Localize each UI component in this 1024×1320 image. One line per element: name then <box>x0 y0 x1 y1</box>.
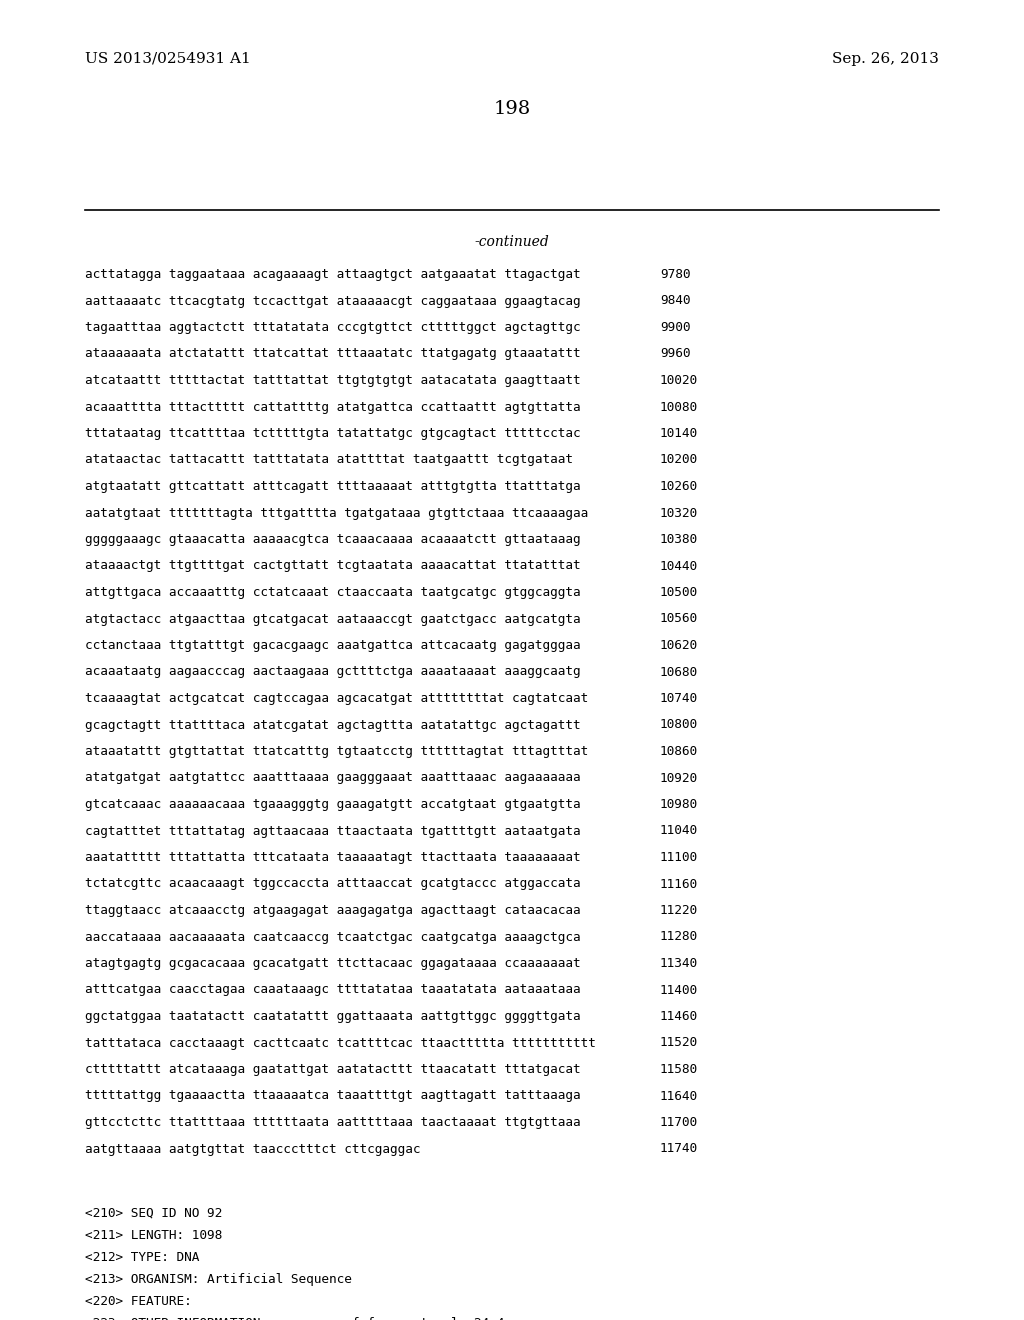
Text: acttatagga taggaataaa acagaaaagt attaagtgct aatgaaatat ttagactgat: acttatagga taggaataaa acagaaaagt attaagt… <box>85 268 581 281</box>
Text: <210> SEQ ID NO 92: <210> SEQ ID NO 92 <box>85 1206 222 1220</box>
Text: 10440: 10440 <box>660 560 698 573</box>
Text: 10320: 10320 <box>660 507 698 520</box>
Text: aatatgtaat tttttttagta tttgatttta tgatgataaa gtgttctaaa ttcaaaagaa: aatatgtaat tttttttagta tttgatttta tgatga… <box>85 507 588 520</box>
Text: 9900: 9900 <box>660 321 690 334</box>
Text: gtcatcaaac aaaaaacaaa tgaaagggtg gaaagatgtt accatgtaat gtgaatgtta: gtcatcaaac aaaaaacaaa tgaaagggtg gaaagat… <box>85 799 581 810</box>
Text: cagtatttet tttattatag agttaacaaa ttaactaata tgattttgtt aataatgata: cagtatttet tttattatag agttaacaaa ttaacta… <box>85 825 581 837</box>
Text: 11740: 11740 <box>660 1143 698 1155</box>
Text: tatttataca cacctaaagt cacttcaatc tcattttcac ttaacttttta ttttttttttt: tatttataca cacctaaagt cacttcaatc tcatttt… <box>85 1036 596 1049</box>
Text: tctatcgttc acaacaaagt tggccaccta atttaaccat gcatgtaccc atggaccata: tctatcgttc acaacaaagt tggccaccta atttaac… <box>85 878 581 891</box>
Text: 10200: 10200 <box>660 454 698 466</box>
Text: 198: 198 <box>494 100 530 117</box>
Text: attgttgaca accaaatttg cctatcaaat ctaaccaata taatgcatgc gtggcaggta: attgttgaca accaaatttg cctatcaaat ctaacca… <box>85 586 581 599</box>
Text: 11640: 11640 <box>660 1089 698 1102</box>
Text: gttcctcttc ttattttaaa ttttttaata aatttttaaa taactaaaat ttgtgttaaa: gttcctcttc ttattttaaa ttttttaata aattttt… <box>85 1115 581 1129</box>
Text: ataaatattt gtgttattat ttatcatttg tgtaatcctg ttttttagtat tttagtttat: ataaatattt gtgttattat ttatcatttg tgtaatc… <box>85 744 588 758</box>
Text: 10560: 10560 <box>660 612 698 626</box>
Text: 10380: 10380 <box>660 533 698 546</box>
Text: <212> TYPE: DNA: <212> TYPE: DNA <box>85 1251 200 1265</box>
Text: 11400: 11400 <box>660 983 698 997</box>
Text: 11220: 11220 <box>660 904 698 917</box>
Text: aaccataaaa aacaaaaata caatcaaccg tcaatctgac caatgcatga aaaagctgca: aaccataaaa aacaaaaata caatcaaccg tcaatct… <box>85 931 581 944</box>
Text: 11280: 11280 <box>660 931 698 944</box>
Text: 11040: 11040 <box>660 825 698 837</box>
Text: Sep. 26, 2013: Sep. 26, 2013 <box>833 51 939 66</box>
Text: <211> LENGTH: 1098: <211> LENGTH: 1098 <box>85 1229 222 1242</box>
Text: tagaatttaa aggtactctt tttatatata cccgtgttct ctttttggct agctagttgc: tagaatttaa aggtactctt tttatatata cccgtgt… <box>85 321 581 334</box>
Text: 10020: 10020 <box>660 374 698 387</box>
Text: 11340: 11340 <box>660 957 698 970</box>
Text: cctanctaaa ttgtatttgt gacacgaagc aaatgattca attcacaatg gagatgggaa: cctanctaaa ttgtatttgt gacacgaagc aaatgat… <box>85 639 581 652</box>
Text: 10740: 10740 <box>660 692 698 705</box>
Text: 11460: 11460 <box>660 1010 698 1023</box>
Text: aatgttaaaa aatgtgttat taaccctttct cttcgaggac: aatgttaaaa aatgtgttat taaccctttct cttcga… <box>85 1143 421 1155</box>
Text: ataaaactgt ttgttttgat cactgttatt tcgtaatata aaaacattat ttatatttat: ataaaactgt ttgttttgat cactgttatt tcgtaat… <box>85 560 581 573</box>
Text: 10260: 10260 <box>660 480 698 492</box>
Text: ggctatggaa taatatactt caatatattt ggattaaata aattgttggc ggggttgata: ggctatggaa taatatactt caatatattt ggattaa… <box>85 1010 581 1023</box>
Text: gggggaaagc gtaaacatta aaaaacgtca tcaaacaaaa acaaaatctt gttaataaag: gggggaaagc gtaaacatta aaaaacgtca tcaaaca… <box>85 533 581 546</box>
Text: tttttattgg tgaaaactta ttaaaaatca taaattttgt aagttagatt tatttaaaga: tttttattgg tgaaaactta ttaaaaatca taaattt… <box>85 1089 581 1102</box>
Text: ctttttattt atcataaaga gaatattgat aatatacttt ttaacatatt tttatgacat: ctttttattt atcataaaga gaatattgat aatatac… <box>85 1063 581 1076</box>
Text: ataaaaaata atctatattt ttatcattat tttaaatatc ttatgagatg gtaaatattt: ataaaaaata atctatattt ttatcattat tttaaat… <box>85 347 581 360</box>
Text: 9780: 9780 <box>660 268 690 281</box>
Text: aattaaaatc ttcacgtatg tccacttgat ataaaaacgt caggaataaa ggaagtacag: aattaaaatc ttcacgtatg tccacttgat ataaaaa… <box>85 294 581 308</box>
Text: 9960: 9960 <box>660 347 690 360</box>
Text: atagtgagtg gcgacacaaa gcacatgatt ttcttacaac ggagataaaa ccaaaaaaat: atagtgagtg gcgacacaaa gcacatgatt ttcttac… <box>85 957 581 970</box>
Text: 11700: 11700 <box>660 1115 698 1129</box>
Text: atttcatgaa caacctagaa caaataaagc ttttatataa taaatatata aataaataaa: atttcatgaa caacctagaa caaataaagc ttttata… <box>85 983 581 997</box>
Text: 10980: 10980 <box>660 799 698 810</box>
Text: 11520: 11520 <box>660 1036 698 1049</box>
Text: 11160: 11160 <box>660 878 698 891</box>
Text: ttaggtaacc atcaaacctg atgaagagat aaagagatga agacttaagt cataacacaa: ttaggtaacc atcaaacctg atgaagagat aaagaga… <box>85 904 581 917</box>
Text: atatgatgat aatgtattcc aaatttaaaa gaagggaaat aaatttaaac aagaaaaaaa: atatgatgat aatgtattcc aaatttaaaa gaaggga… <box>85 771 581 784</box>
Text: 10800: 10800 <box>660 718 698 731</box>
Text: acaaataatg aagaacccag aactaagaaa gcttttctga aaaataaaat aaaggcaatg: acaaataatg aagaacccag aactaagaaa gcttttc… <box>85 665 581 678</box>
Text: 10080: 10080 <box>660 400 698 413</box>
Text: 10920: 10920 <box>660 771 698 784</box>
Text: tcaaaagtat actgcatcat cagtccagaa agcacatgat attttttttat cagtatcaat: tcaaaagtat actgcatcat cagtccagaa agcacat… <box>85 692 588 705</box>
Text: 10140: 10140 <box>660 426 698 440</box>
Text: 10620: 10620 <box>660 639 698 652</box>
Text: 11580: 11580 <box>660 1063 698 1076</box>
Text: 10860: 10860 <box>660 744 698 758</box>
Text: atgtaatatt gttcattatt atttcagatt ttttaaaaat atttgtgtta ttatttatga: atgtaatatt gttcattatt atttcagatt ttttaaa… <box>85 480 581 492</box>
Text: 11100: 11100 <box>660 851 698 865</box>
Text: <223> OTHER INFORMATION: sequence of fragment cal a24-4: <223> OTHER INFORMATION: sequence of fra… <box>85 1317 505 1320</box>
Text: -continued: -continued <box>475 235 549 249</box>
Text: aaatattttt tttattatta tttcataata taaaaatagt ttacttaata taaaaaaaat: aaatattttt tttattatta tttcataata taaaaat… <box>85 851 581 865</box>
Text: atataactac tattacattt tatttatata atattttat taatgaattt tcgtgataat: atataactac tattacattt tatttatata atatttt… <box>85 454 573 466</box>
Text: acaaatttta tttacttttt cattattttg atatgattca ccattaattt agtgttatta: acaaatttta tttacttttt cattattttg atatgat… <box>85 400 581 413</box>
Text: atgtactacc atgaacttaa gtcatgacat aataaaccgt gaatctgacc aatgcatgta: atgtactacc atgaacttaa gtcatgacat aataaac… <box>85 612 581 626</box>
Text: <220> FEATURE:: <220> FEATURE: <box>85 1295 191 1308</box>
Text: 9840: 9840 <box>660 294 690 308</box>
Text: <213> ORGANISM: Artificial Sequence: <213> ORGANISM: Artificial Sequence <box>85 1272 352 1286</box>
Text: atcataattt tttttactat tatttattat ttgtgtgtgt aatacatata gaagttaatt: atcataattt tttttactat tatttattat ttgtgtg… <box>85 374 581 387</box>
Text: US 2013/0254931 A1: US 2013/0254931 A1 <box>85 51 251 66</box>
Text: 10680: 10680 <box>660 665 698 678</box>
Text: gcagctagtt ttattttaca atatcgatat agctagttta aatatattgc agctagattt: gcagctagtt ttattttaca atatcgatat agctagt… <box>85 718 581 731</box>
Text: tttataatag ttcattttaa tctttttgta tatattatgc gtgcagtact tttttcctac: tttataatag ttcattttaa tctttttgta tatatta… <box>85 426 581 440</box>
Text: 10500: 10500 <box>660 586 698 599</box>
